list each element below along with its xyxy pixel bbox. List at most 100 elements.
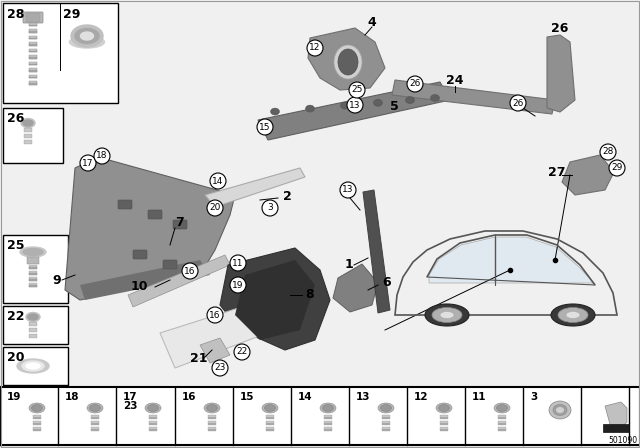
Bar (29, 273, 37, 275)
Circle shape (609, 160, 625, 176)
Ellipse shape (378, 403, 394, 413)
Text: 26: 26 (551, 22, 569, 34)
FancyBboxPatch shape (23, 12, 43, 23)
FancyBboxPatch shape (118, 200, 132, 209)
Text: 22: 22 (236, 348, 248, 357)
Text: 15: 15 (259, 122, 271, 132)
Bar (29, 75, 37, 78)
Bar (29, 70, 37, 72)
Bar (91, 417, 99, 419)
Polygon shape (160, 305, 262, 368)
Bar (0, 387, 640, 445)
Bar (29, 23, 37, 26)
Circle shape (257, 119, 273, 135)
Text: 25: 25 (7, 239, 24, 252)
Ellipse shape (558, 307, 588, 323)
Ellipse shape (20, 247, 46, 257)
Bar (324, 421, 332, 425)
Text: 18: 18 (65, 392, 79, 402)
Ellipse shape (406, 97, 415, 103)
Circle shape (212, 360, 228, 376)
Ellipse shape (87, 403, 103, 413)
Ellipse shape (207, 405, 218, 412)
Bar (29, 328, 37, 332)
Bar (266, 417, 274, 419)
Ellipse shape (494, 403, 510, 413)
Text: 29: 29 (611, 164, 623, 172)
Bar (498, 415, 506, 419)
Bar (29, 36, 37, 39)
Polygon shape (496, 237, 594, 283)
Polygon shape (429, 237, 495, 283)
Text: 20: 20 (209, 203, 221, 212)
Text: 19: 19 (7, 392, 21, 402)
Bar (498, 427, 506, 431)
Bar (29, 62, 37, 65)
Text: 12: 12 (309, 43, 321, 52)
Bar (33, 429, 41, 431)
Bar (29, 322, 37, 326)
Bar (440, 427, 448, 431)
Bar (33, 427, 41, 431)
Polygon shape (235, 260, 315, 340)
Text: 16: 16 (184, 267, 196, 276)
Ellipse shape (438, 405, 449, 412)
Text: 3: 3 (267, 203, 273, 212)
Text: 21: 21 (190, 352, 207, 365)
Text: 20: 20 (7, 351, 24, 364)
Bar (24, 134, 32, 138)
Text: 14: 14 (212, 177, 224, 185)
Bar (24, 140, 32, 144)
Bar (324, 423, 332, 425)
FancyBboxPatch shape (173, 220, 187, 229)
Text: 15: 15 (240, 392, 255, 402)
Text: 2: 2 (283, 190, 292, 202)
Text: 16: 16 (182, 392, 196, 402)
Text: 12: 12 (414, 392, 429, 402)
Polygon shape (605, 402, 627, 428)
Text: 14: 14 (298, 392, 312, 402)
Text: 17: 17 (83, 159, 93, 168)
Text: 26: 26 (410, 79, 420, 89)
Bar (3, 347, 68, 385)
FancyBboxPatch shape (26, 13, 40, 22)
Ellipse shape (431, 95, 440, 101)
Bar (149, 429, 157, 431)
Bar (603, 424, 629, 432)
Circle shape (80, 155, 96, 171)
Circle shape (210, 173, 226, 189)
Text: 11: 11 (232, 258, 244, 267)
Ellipse shape (90, 405, 100, 412)
Bar (382, 423, 390, 425)
Bar (208, 415, 216, 419)
FancyBboxPatch shape (163, 260, 177, 269)
Ellipse shape (320, 403, 336, 413)
Bar (29, 82, 37, 85)
Bar (91, 429, 99, 431)
Circle shape (349, 82, 365, 98)
Bar (324, 427, 332, 431)
Ellipse shape (436, 403, 452, 413)
Bar (324, 415, 332, 419)
Bar (324, 417, 332, 419)
Bar (33, 417, 41, 419)
Circle shape (262, 200, 278, 216)
Text: 23: 23 (214, 363, 226, 372)
Ellipse shape (374, 99, 383, 106)
Ellipse shape (338, 49, 358, 75)
Bar (91, 427, 99, 431)
Circle shape (510, 95, 526, 111)
Ellipse shape (264, 405, 275, 412)
Text: 22: 22 (7, 310, 24, 323)
Bar (29, 271, 37, 275)
Ellipse shape (26, 363, 40, 369)
Text: 10: 10 (131, 280, 148, 293)
Ellipse shape (549, 401, 571, 419)
Bar (91, 423, 99, 425)
Bar (149, 417, 157, 419)
Ellipse shape (381, 405, 392, 412)
Ellipse shape (17, 359, 49, 373)
Bar (29, 334, 37, 338)
Ellipse shape (145, 403, 161, 413)
Text: 29: 29 (63, 8, 81, 21)
